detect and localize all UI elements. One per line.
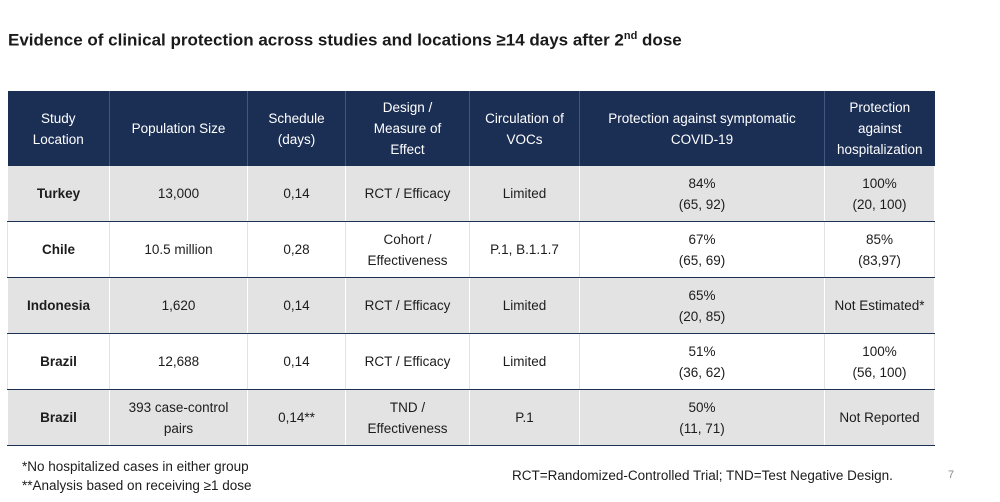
cell-protection-hospitalization: Not Estimated* bbox=[824, 277, 935, 334]
header-protection-hospitalization: Protection against hospitalization bbox=[824, 91, 935, 166]
evidence-table: Study Location Population Size Schedule (day… bbox=[7, 91, 935, 446]
cell-design: Cohort / Effectiveness bbox=[345, 221, 470, 278]
cell-population: 393 case-control pairs bbox=[109, 389, 248, 446]
cell-protection-symptomatic: 50% (11, 71) bbox=[579, 389, 825, 446]
cell-protection-hospitalization: Not Reported bbox=[824, 389, 935, 446]
page-number: 7 bbox=[948, 469, 955, 481]
cell-vocs: P.1, B.1.1.7 bbox=[469, 221, 580, 278]
footnotes: *No hospitalized cases in either group *… bbox=[22, 457, 252, 495]
cell-protection-hospitalization: 100% (20, 100) bbox=[824, 166, 935, 222]
cell-location: Chile bbox=[7, 221, 110, 278]
cell-design: RCT / Efficacy bbox=[345, 166, 470, 222]
cell-design: RCT / Efficacy bbox=[345, 277, 470, 334]
header-protection-symptomatic: Protection against symptomatic COVID-19 bbox=[579, 91, 825, 166]
cell-location: Turkey bbox=[7, 166, 110, 222]
header-schedule: Schedule (days) bbox=[247, 91, 346, 166]
cell-protection-symptomatic: 84% (65, 92) bbox=[579, 166, 825, 222]
cell-vocs: Limited bbox=[469, 166, 580, 222]
cell-design: RCT / Efficacy bbox=[345, 333, 470, 390]
cell-vocs: Limited bbox=[469, 277, 580, 334]
cell-schedule: 0,28 bbox=[247, 221, 346, 278]
cell-population: 13,000 bbox=[109, 166, 248, 222]
cell-protection-symptomatic: 65% (20, 85) bbox=[579, 277, 825, 334]
slide-title: Evidence of clinical protection across s… bbox=[8, 30, 682, 50]
table-header-row: Study Location Population Size Schedule (day… bbox=[7, 91, 935, 166]
table-row: Turkey 13,000 0,14 RCT / Efficacy Limited 84%… bbox=[7, 166, 935, 222]
table-row: Brazil 393 case-control pairs 0,14** TND / Ef… bbox=[7, 389, 935, 446]
cell-protection-symptomatic: 67% (65, 69) bbox=[579, 221, 825, 278]
cell-population: 10.5 million bbox=[109, 221, 248, 278]
table-row: Brazil 12,688 0,14 RCT / Efficacy Limited 51%… bbox=[7, 333, 935, 390]
header-circulation-vocs: Circulation of VOCs bbox=[469, 91, 580, 166]
header-population-size: Population Size bbox=[109, 91, 248, 166]
header-design: Design / Measure of Effect bbox=[345, 91, 470, 166]
footnote-one-dose: **Analysis based on receiving ≥1 dose bbox=[22, 478, 252, 493]
cell-protection-hospitalization: 85% (83,97) bbox=[824, 221, 935, 278]
cell-location: Brazil bbox=[7, 333, 110, 390]
cell-protection-hospitalization: 100% (56, 100) bbox=[824, 333, 935, 390]
table-row: Indonesia 1,620 0,14 RCT / Efficacy Limited 6… bbox=[7, 277, 935, 334]
table-row: Chile 10.5 million 0,28 Cohort / Effectivene… bbox=[7, 221, 935, 278]
cell-schedule: 0,14** bbox=[247, 389, 346, 446]
cell-protection-symptomatic: 51% (36, 62) bbox=[579, 333, 825, 390]
header-study-location: Study Location bbox=[7, 91, 110, 166]
cell-location: Indonesia bbox=[7, 277, 110, 334]
cell-location: Brazil bbox=[7, 389, 110, 446]
cell-schedule: 0,14 bbox=[247, 166, 346, 222]
cell-schedule: 0,14 bbox=[247, 333, 346, 390]
footnote-no-hospitalized: *No hospitalized cases in either group bbox=[22, 459, 249, 474]
cell-schedule: 0,14 bbox=[247, 277, 346, 334]
cell-design: TND / Effectiveness bbox=[345, 389, 470, 446]
cell-vocs: Limited bbox=[469, 333, 580, 390]
cell-population: 12,688 bbox=[109, 333, 248, 390]
cell-vocs: P.1 bbox=[469, 389, 580, 446]
cell-population: 1,620 bbox=[109, 277, 248, 334]
abbreviations-note: RCT=Randomized-Controlled Trial; TND=Tes… bbox=[512, 468, 893, 483]
